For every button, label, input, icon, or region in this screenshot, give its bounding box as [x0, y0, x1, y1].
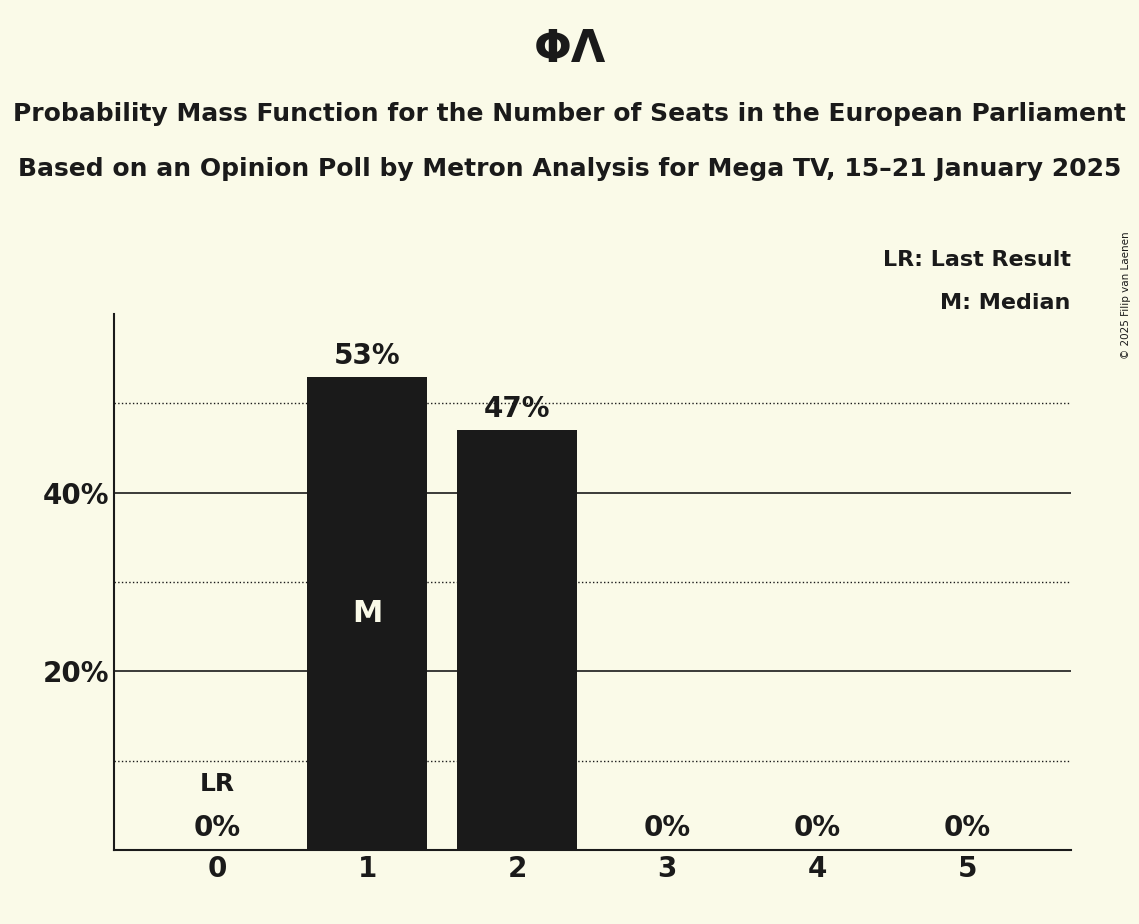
Text: 0%: 0%: [794, 814, 841, 842]
Text: LR: Last Result: LR: Last Result: [883, 249, 1071, 270]
Text: Based on an Opinion Poll by Metron Analysis for Mega TV, 15–21 January 2025: Based on an Opinion Poll by Metron Analy…: [18, 157, 1121, 181]
Text: © 2025 Filip van Laenen: © 2025 Filip van Laenen: [1121, 231, 1131, 359]
Bar: [458, 431, 577, 850]
Text: 0%: 0%: [194, 814, 241, 842]
Text: 0%: 0%: [644, 814, 691, 842]
Text: 53%: 53%: [334, 342, 401, 370]
Text: Probability Mass Function for the Number of Seats in the European Parliament: Probability Mass Function for the Number…: [13, 102, 1126, 126]
Text: 0%: 0%: [943, 814, 991, 842]
Text: ΦΛ: ΦΛ: [533, 28, 606, 71]
Text: LR: LR: [199, 772, 235, 796]
Bar: [308, 377, 427, 850]
Text: 47%: 47%: [484, 395, 550, 423]
Text: M: Median: M: Median: [941, 293, 1071, 312]
Text: M: M: [352, 599, 383, 628]
